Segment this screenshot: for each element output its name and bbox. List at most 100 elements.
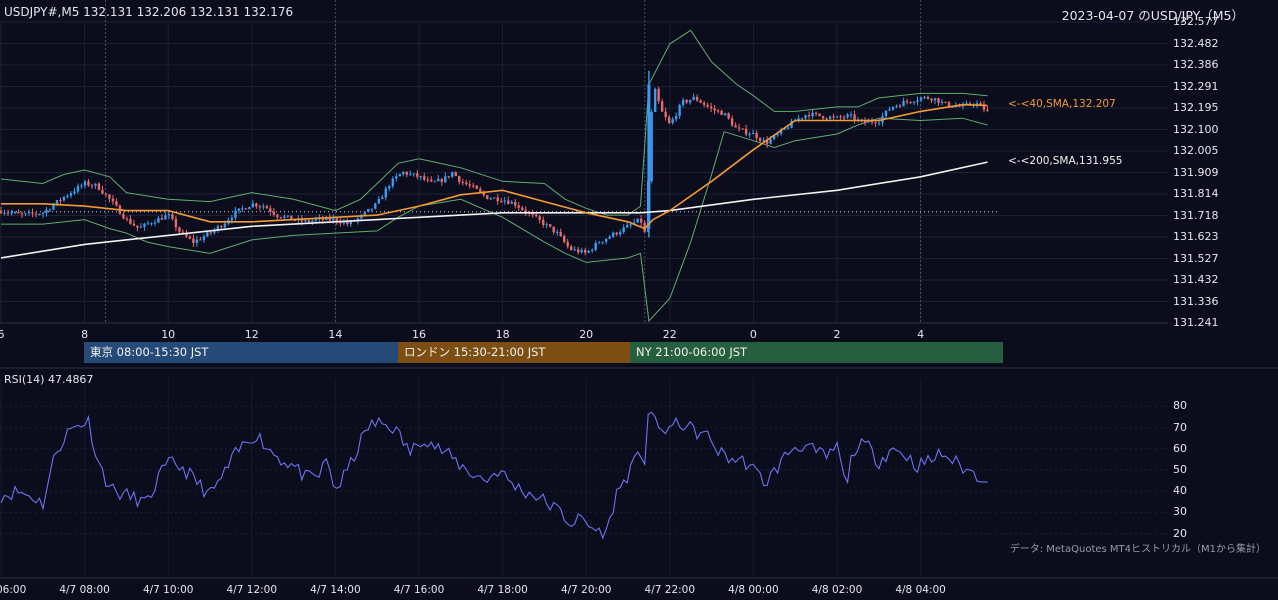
price-tick-label: 132.482 (1173, 36, 1219, 50)
candle-up (167, 214, 171, 216)
candle-up (143, 223, 146, 227)
candle-down (293, 219, 297, 221)
candle-up (846, 114, 849, 118)
candle-up (381, 197, 384, 200)
price-tick-label: 131.623 (1173, 230, 1219, 243)
rsi-tick-label: 40 (1173, 484, 1187, 498)
candle-down (500, 201, 503, 203)
candle-up (597, 242, 601, 244)
candle-up (3, 212, 6, 214)
candle-down (549, 224, 552, 227)
candle-down (930, 98, 933, 101)
price-tick-label: 131.432 (1173, 273, 1219, 286)
candle-down (255, 203, 258, 207)
candle-down (839, 116, 842, 118)
price-tick-label: 132.005 (1173, 144, 1219, 157)
time-tick-label: 0 (749, 328, 757, 341)
sma40-line (1, 103, 988, 230)
candle-down (335, 218, 339, 222)
candle-down (926, 96, 930, 99)
candle-up (241, 208, 244, 210)
candle-up (41, 213, 45, 215)
candle-up (251, 203, 255, 208)
candle-down (34, 213, 38, 215)
candle-down (507, 200, 510, 204)
candle-up (748, 134, 751, 136)
candle-up (902, 101, 905, 107)
rsi-panel[interactable] (0, 378, 1168, 578)
candle-down (430, 179, 433, 182)
candle-down (108, 194, 111, 199)
candle-down (136, 225, 139, 228)
candle-up (24, 213, 27, 215)
price-tick-label: 131.527 (1173, 251, 1219, 265)
price-candles[interactable] (0, 70, 989, 256)
candle-up (573, 249, 576, 251)
candle-down (514, 201, 517, 206)
candle-up (489, 198, 492, 200)
candle-down (423, 176, 426, 180)
candle-up (671, 119, 674, 124)
candle-up (13, 212, 17, 214)
candle-down (174, 218, 178, 228)
candle-down (307, 220, 311, 223)
candle-down (496, 197, 499, 202)
candle-up (608, 236, 611, 239)
candle-up (877, 122, 881, 124)
candle-down (482, 191, 485, 196)
price-tick-label: 132.386 (1173, 58, 1219, 71)
candle-up (762, 139, 765, 141)
rsi-tick-label: 70 (1173, 420, 1187, 434)
candle-down (458, 175, 461, 182)
candle-down (741, 128, 744, 130)
candle-down (944, 101, 947, 103)
candle-down (566, 241, 569, 247)
candle-up (52, 204, 55, 210)
candle-up (674, 115, 678, 120)
candle-up (356, 218, 360, 221)
time-tick-label: 14 (328, 328, 343, 341)
candle-up (157, 217, 160, 223)
candle-up (150, 223, 153, 225)
candle-up (919, 97, 923, 101)
candle-down (178, 227, 181, 232)
candle-up (27, 212, 31, 214)
candle-down (125, 218, 129, 220)
candle-down (111, 198, 115, 202)
rsi-time-tick-label: 4/7 10:00 (142, 584, 194, 596)
candle-down (947, 102, 951, 107)
candle-down (132, 223, 136, 226)
candle-up (545, 224, 548, 226)
session-band-tokyo: 東京 08:00-15:30 JST (84, 342, 398, 363)
candle-up (769, 139, 772, 144)
time-tick-label: 10 (161, 328, 176, 341)
candle-down (405, 171, 408, 175)
candle-up (811, 112, 814, 117)
candle-up (377, 199, 381, 204)
candle-up (153, 222, 157, 224)
candle-up (510, 201, 513, 204)
candle-down (968, 103, 972, 105)
candle-down (521, 207, 524, 210)
candle-up (370, 208, 374, 210)
candle-up (395, 176, 398, 179)
candle-down (853, 114, 856, 120)
candle-up (678, 104, 681, 116)
candle-up (849, 114, 853, 116)
candle-down (657, 88, 660, 102)
candle-up (230, 217, 234, 221)
price-tick-label: 132.195 (1173, 101, 1219, 114)
candle-up (213, 229, 216, 233)
candle-down (524, 209, 527, 213)
candle-up (622, 227, 625, 233)
candle-down (244, 208, 248, 210)
candle-down (454, 172, 457, 176)
candle-up (912, 101, 916, 103)
candle-up (895, 105, 898, 107)
candle-up (94, 183, 97, 186)
candle-down (576, 249, 580, 253)
candle-down (905, 101, 909, 103)
candle-down (115, 201, 118, 206)
